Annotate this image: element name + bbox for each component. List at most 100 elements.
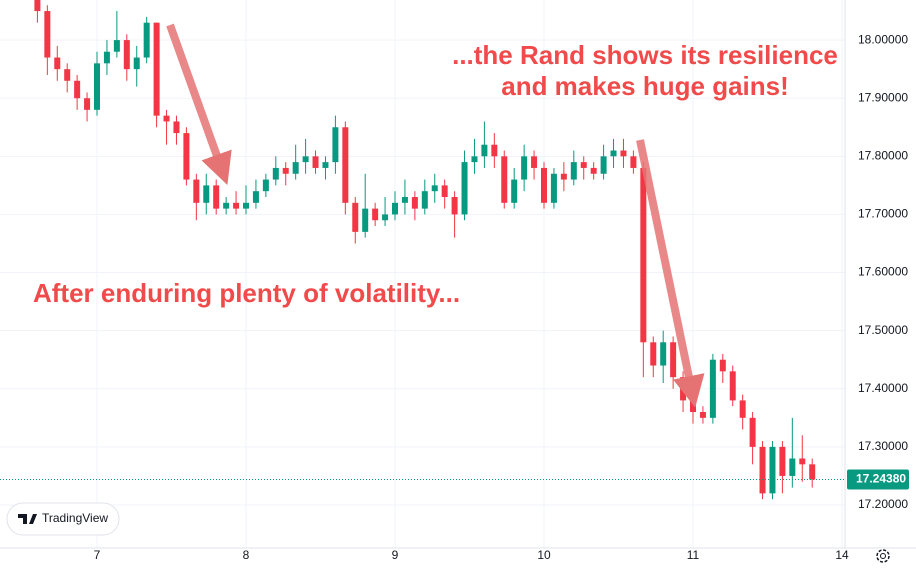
candle-body	[610, 150, 617, 157]
candle-body	[342, 127, 349, 203]
candle-body	[322, 162, 329, 168]
candle-body	[600, 156, 607, 174]
candle-body	[34, 0, 41, 12]
candle-body	[759, 446, 766, 494]
candle-body	[531, 156, 538, 168]
y-tick-label: 17.30000	[858, 439, 908, 453]
candle-body	[590, 167, 597, 174]
last-price-box	[847, 469, 909, 490]
candle-body	[491, 144, 498, 157]
candle-body	[729, 371, 736, 401]
candle-body	[660, 342, 667, 366]
candle-body	[789, 458, 796, 476]
candle-body	[392, 202, 398, 215]
logo-badge[interactable]: TradingView	[6, 502, 120, 536]
candle-body	[799, 458, 806, 465]
y-tick-label: 17.80000	[858, 148, 908, 162]
candle-body	[74, 80, 81, 99]
candle-body	[372, 208, 379, 221]
candle-body	[153, 22, 160, 116]
x-tick-label: 7	[94, 548, 101, 562]
candle-body	[481, 144, 488, 157]
candle-body	[620, 150, 627, 157]
y-tick-label: 18.00000	[858, 32, 908, 46]
candle-body	[749, 417, 756, 447]
candle-body	[401, 197, 408, 203]
y-tick-label: 17.20000	[858, 497, 908, 511]
candle-body	[521, 156, 528, 180]
annotation: After enduring plenty of volatility...	[33, 278, 460, 308]
gear-center	[880, 553, 886, 559]
candle-body	[431, 185, 438, 192]
settings-icon[interactable]	[876, 549, 890, 563]
x-tick-label: 8	[243, 548, 250, 562]
x-tick-label: 14	[835, 548, 849, 562]
candle-body	[580, 162, 587, 168]
candle-body	[183, 133, 190, 180]
candle-body	[94, 63, 100, 110]
candle-body	[272, 167, 279, 180]
candle-body	[640, 167, 647, 343]
x-tick-label: 11	[687, 548, 700, 562]
badge[interactable]	[6, 502, 120, 536]
candle-body	[262, 179, 269, 192]
candle-body	[44, 11, 51, 58]
y-tick-label: 17.90000	[858, 90, 908, 104]
candle-body	[699, 412, 706, 418]
candle-body	[173, 121, 180, 134]
candle-body	[570, 162, 577, 180]
candle-body	[382, 214, 389, 221]
candle-body	[352, 202, 359, 232]
candle-body	[362, 208, 369, 232]
gear[interactable]	[876, 549, 890, 563]
y-tick-label: 17.50000	[858, 323, 908, 337]
candle-body	[690, 400, 696, 413]
candle-body	[252, 191, 259, 203]
candle-body	[441, 185, 448, 198]
candle-body	[143, 22, 150, 58]
candle-body	[501, 156, 508, 203]
candle-body	[213, 185, 220, 209]
candle-body	[282, 167, 289, 174]
candle-body	[103, 51, 110, 64]
y-tick-label: 17.60000	[858, 265, 908, 279]
candle-body	[292, 162, 299, 174]
candle-body	[163, 115, 170, 122]
candle-body	[560, 173, 567, 180]
candle-body	[312, 156, 319, 168]
last-price-label: 17.24380	[856, 472, 906, 486]
candle-body	[739, 400, 746, 418]
x-tick-label: 9	[392, 548, 399, 562]
candle-body	[123, 40, 130, 70]
candle-body	[243, 202, 249, 209]
candle-body	[670, 342, 677, 378]
candle-body	[451, 197, 458, 215]
candle-body	[719, 359, 726, 372]
candle-body	[779, 446, 786, 476]
logo-icon	[18, 514, 37, 524]
candle-body	[709, 359, 716, 418]
candle-body	[461, 162, 468, 215]
annotation: and makes huge gains!	[501, 71, 789, 101]
candle-body	[411, 197, 418, 209]
y-tick-label: 17.40000	[858, 381, 908, 395]
candle-body	[680, 377, 687, 401]
arrow	[636, 139, 705, 408]
candle-body	[64, 69, 71, 81]
candle-body	[809, 464, 816, 480]
annotation: ...the Rand shows its resilience	[452, 40, 838, 70]
candle-body	[541, 167, 547, 203]
candle-body	[332, 127, 339, 163]
candle-body	[84, 98, 91, 110]
x-tick-label: 10	[537, 548, 551, 562]
candle-body	[511, 179, 518, 203]
candle-body	[550, 173, 557, 203]
arrow	[166, 23, 232, 186]
candle-body	[233, 202, 240, 209]
candle-body	[133, 57, 140, 70]
candle-body	[421, 191, 428, 209]
candle-body	[113, 40, 120, 52]
candle-body	[54, 57, 61, 70]
y-tick-label: 17.70000	[858, 207, 908, 221]
